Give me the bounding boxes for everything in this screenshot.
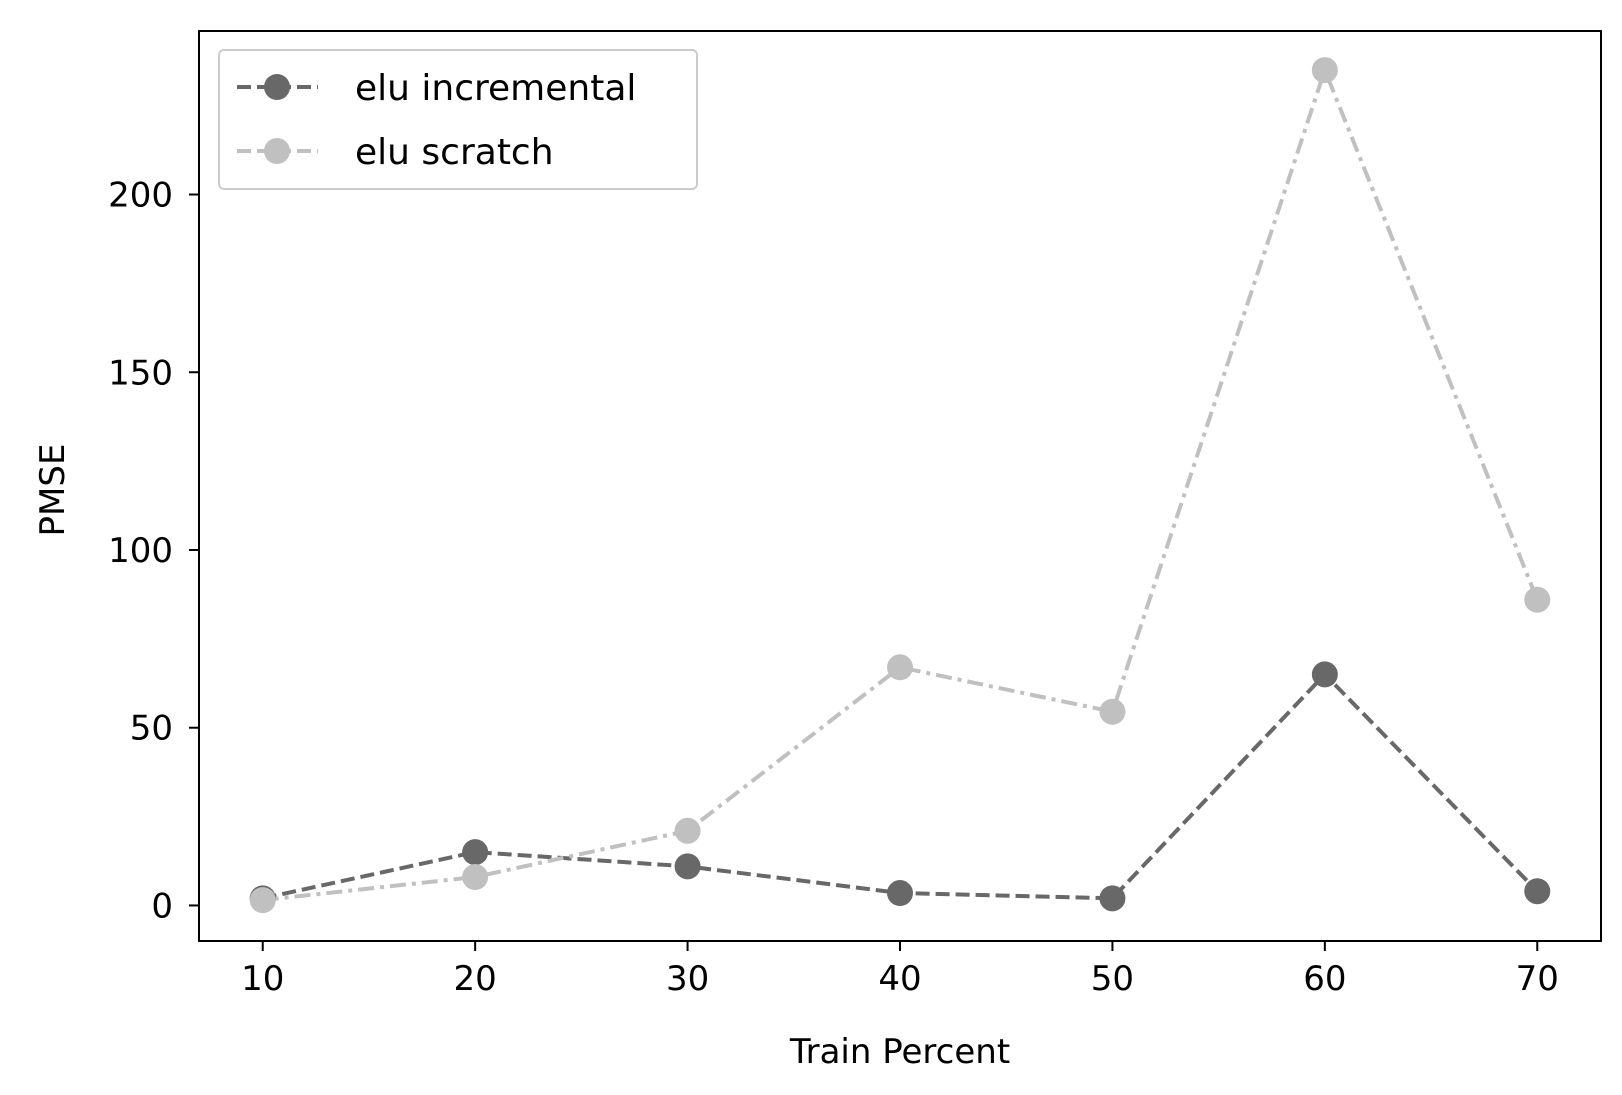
legend-label-elu-scratch: elu scratch [355, 132, 554, 173]
data-point-elu-scratch [887, 654, 913, 681]
x-tick-label: 40 [878, 959, 921, 999]
y-tick-label: 50 [130, 709, 173, 749]
y-tick-label: 0 [151, 886, 173, 926]
y-axis-ticks: 0 50 100 150 200 [108, 176, 199, 926]
data-point-elu-scratch [674, 817, 701, 844]
legend-entries: elu incremental elu scratch [237, 68, 636, 173]
y-tick-label: 200 [108, 176, 173, 216]
y-axis-title: PMSE [33, 444, 73, 537]
data-point-elu-scratch [249, 887, 276, 914]
data-point-elu-incremental [1524, 878, 1551, 905]
data-point-elu-scratch [1099, 698, 1126, 725]
x-tick-label: 30 [666, 959, 709, 999]
series-layer [249, 57, 1551, 914]
legend: elu incremental elu scratch [218, 49, 698, 190]
x-tick-label: 50 [1091, 959, 1134, 999]
data-point-elu-incremental [462, 839, 489, 866]
x-tick-label: 60 [1303, 959, 1346, 999]
y-tick-label: 100 [108, 531, 173, 571]
legend-box [218, 49, 698, 190]
x-axis-title: Train Percent [789, 1032, 1010, 1072]
x-tick-label: 20 [454, 959, 497, 999]
data-point-elu-scratch [1311, 57, 1338, 84]
legend-label-elu-incremental: elu incremental [355, 68, 636, 109]
data-point-elu-scratch [462, 864, 489, 891]
data-point-elu-scratch [1524, 586, 1551, 613]
x-tick-label: 10 [241, 959, 284, 999]
data-point-elu-incremental [887, 880, 913, 907]
x-axis-ticks: 10 20 30 40 50 60 70 [241, 941, 1559, 999]
legend-marker-elu-scratch [264, 138, 290, 164]
data-point-elu-incremental [1311, 661, 1338, 688]
x-tick-label: 70 [1516, 959, 1559, 999]
y-tick-label: 150 [108, 353, 173, 393]
legend-marker-elu-incremental [264, 74, 290, 100]
data-point-elu-incremental [1099, 885, 1126, 912]
data-point-elu-incremental [674, 853, 701, 880]
